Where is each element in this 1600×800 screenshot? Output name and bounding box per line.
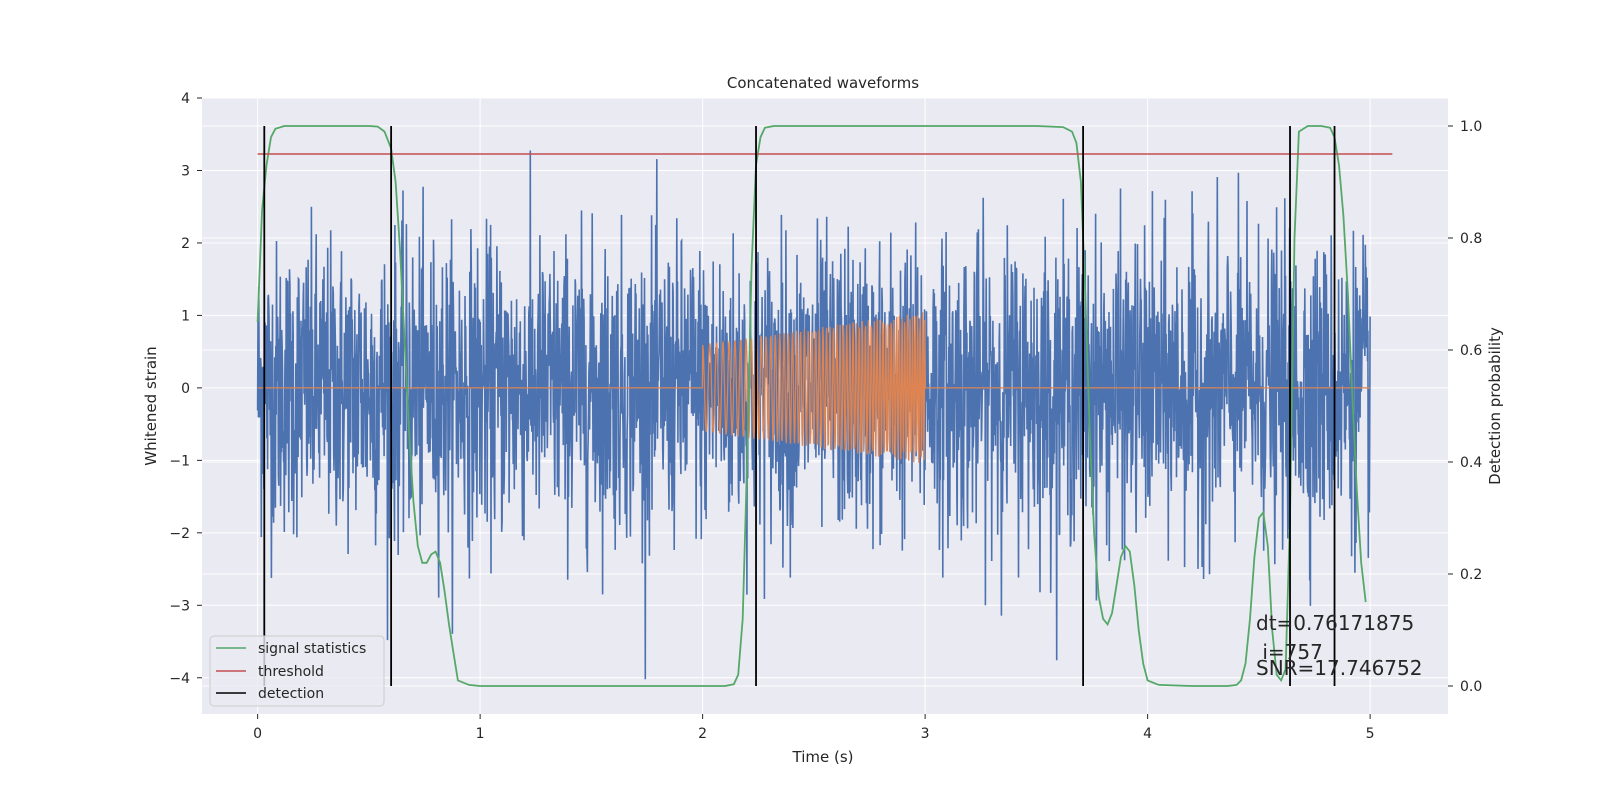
axes-layer: 0 1 2 3 4 5 −4 −3 −2 −1 0 1 2 3 4 0.0 0.2 0.4 0.6 0.8 1.0 [169, 91, 1482, 742]
annotation-snr: SNR=17.746752 [1256, 656, 1422, 680]
x-tick-label: 4 [1143, 726, 1152, 742]
y2-tick-label: 0.2 [1460, 567, 1482, 583]
y2-axis-label: Detection probability [1486, 327, 1504, 485]
y-axis-label: Whitened strain [142, 346, 160, 465]
legend-label-threshold: threshold [258, 664, 324, 680]
x-tick-label: 5 [1366, 726, 1375, 742]
series-signal-statistics [256, 125, 1367, 687]
annotation-block: dt=0.76171875 i=757 SNR=17.746752 [1256, 611, 1422, 680]
y-tick-label: 2 [181, 236, 190, 252]
y2-tick-label: 0.0 [1460, 679, 1482, 695]
y2-tick-label: 0.4 [1460, 455, 1482, 471]
legend-frame [209, 635, 385, 707]
y-tick-label: −2 [169, 526, 190, 542]
y-tick-label: 3 [181, 163, 190, 179]
y-tick-label: −1 [169, 453, 190, 469]
legend: signal statistics threshold detection [209, 635, 385, 707]
chart-title: Concatenated waveforms [727, 74, 919, 92]
x-tick-label: 3 [921, 726, 930, 742]
y-tick-label: 4 [181, 91, 190, 107]
series-injected-chirp [257, 312, 1371, 463]
y-tick-label: 0 [181, 381, 190, 397]
y2-tick-label: 0.8 [1460, 231, 1482, 247]
annotation-index: i=757 [1256, 640, 1323, 664]
series-layer [256, 125, 1393, 687]
legend-label-detection: detection [258, 686, 324, 702]
y2-tick-label: 0.6 [1460, 343, 1482, 359]
x-tick-label: 2 [698, 726, 707, 742]
y-tick-label: −3 [169, 598, 190, 614]
legend-label-signal-statistics: signal statistics [258, 641, 366, 657]
y-tick-label: 1 [181, 308, 190, 324]
x-axis-label: Time (s) [792, 748, 854, 766]
annotation-dt: dt=0.76171875 [1256, 611, 1414, 635]
x-tick-label: 1 [476, 726, 485, 742]
y2-tick-label: 1.0 [1460, 119, 1482, 135]
series-whitened-strain-noise [256, 150, 1371, 680]
y-tick-label: −4 [169, 671, 190, 687]
x-tick-label: 0 [253, 726, 262, 742]
